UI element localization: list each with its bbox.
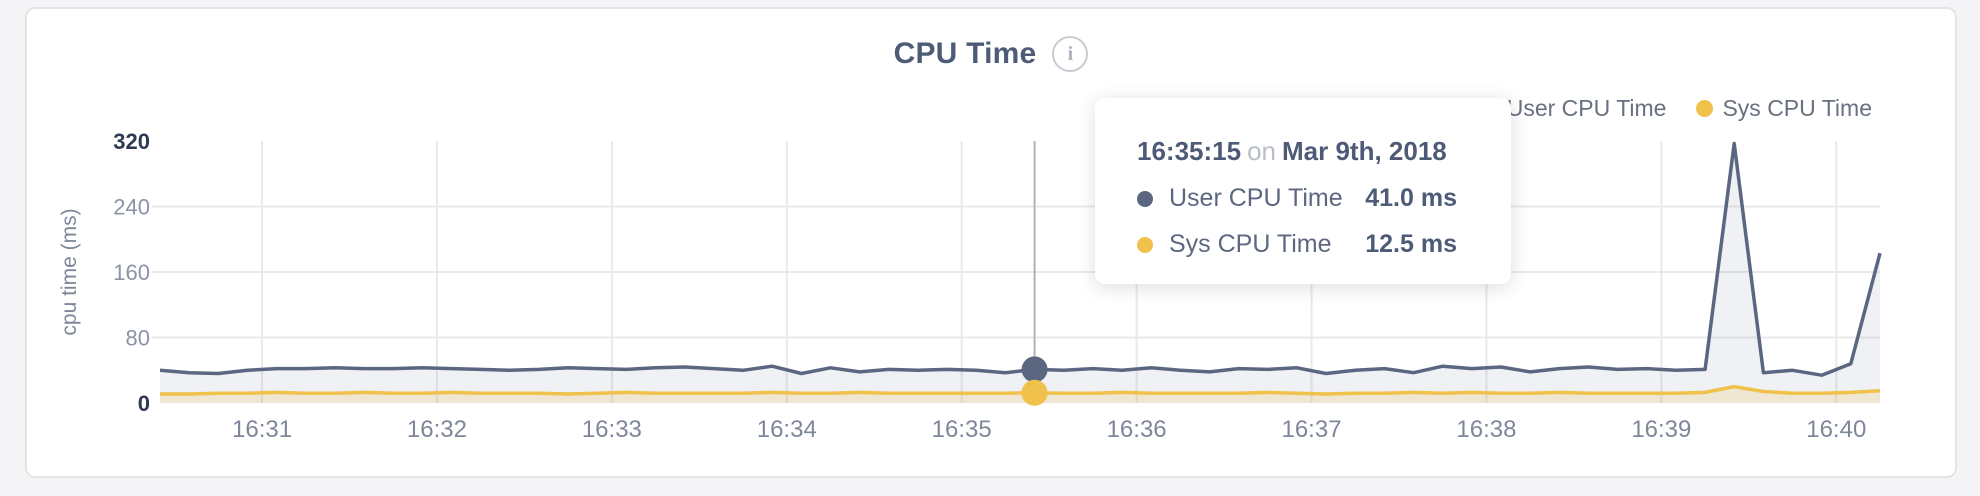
legend-item-sys-cpu[interactable]: Sys CPU Time — [1696, 95, 1872, 122]
x-axis-tick-label: 16:34 — [757, 416, 817, 443]
sys-cpu-area — [160, 386, 1880, 403]
x-axis-tick-label: 16:38 — [1456, 416, 1516, 443]
sys-cpu-dot-icon — [1137, 236, 1153, 253]
x-axis-tick-label: 16:31 — [232, 416, 292, 443]
tooltip-time: 16:35:15 — [1137, 136, 1242, 166]
tooltip-series-label: Sys CPU Time — [1169, 230, 1332, 258]
x-axis-tick-label: 16:39 — [1631, 416, 1691, 443]
tooltip-series-value: 41.0 ms — [1365, 184, 1457, 212]
x-axis-tick-label: 16:36 — [1107, 416, 1167, 443]
x-axis-tick-label: 16:40 — [1806, 416, 1866, 443]
tooltip-series-value: 12.5 ms — [1365, 230, 1457, 258]
sys-cpu-legend-dot — [1696, 100, 1714, 117]
y-axis-title: cpu time (ms) — [58, 208, 81, 335]
x-axis-tick-label: 16:35 — [932, 416, 992, 443]
user-cpu-line — [159, 141, 1882, 377]
chart-tooltip: 16:35:15 on Mar 9th, 2018 User CPU Time 41… — [1095, 98, 1511, 284]
y-axis-tick-label: 160 — [113, 260, 150, 285]
user-cpu-marker-dot — [1021, 356, 1048, 383]
y-axis-tick-label: 240 — [113, 195, 150, 220]
chart-legend: User CPU Time Sys CPU Time — [1480, 95, 1872, 122]
y-axis-tick-label: 320 — [113, 129, 150, 154]
legend-label: User CPU Time — [1506, 95, 1667, 121]
chart-header: CPU Time i — [25, 36, 1957, 72]
chart-title: CPU Time — [893, 37, 1037, 70]
y-axis-tick-label: 80 — [126, 326, 150, 351]
x-axis-tick-label: 16:33 — [582, 416, 642, 443]
sys-cpu-marker-dot — [1021, 379, 1048, 406]
x-axis-tick-label: 16:32 — [407, 416, 467, 443]
tooltip-row-sys-cpu: Sys CPU Time 12.5 ms — [1137, 230, 1457, 259]
sys-cpu-line — [160, 384, 1881, 396]
chart-panel — [25, 7, 1957, 478]
y-axis-tick-label: 0 — [138, 391, 150, 416]
tooltip-timestamp: 16:35:15 on Mar 9th, 2018 — [1137, 136, 1457, 167]
tooltip-row-user-cpu: User CPU Time 41.0 ms — [1137, 184, 1457, 213]
legend-label: Sys CPU Time — [1722, 95, 1872, 121]
user-cpu-dot-icon — [1137, 190, 1153, 207]
info-icon-glyph: i — [1067, 42, 1074, 65]
info-icon[interactable]: i — [1052, 36, 1089, 72]
x-axis-tick-label: 16:37 — [1281, 416, 1341, 443]
user-cpu-area — [160, 143, 1880, 403]
tooltip-conjunction: on — [1247, 136, 1276, 166]
tooltip-date: Mar 9th, 2018 — [1282, 136, 1447, 166]
tooltip-series-label: User CPU Time — [1169, 184, 1343, 212]
